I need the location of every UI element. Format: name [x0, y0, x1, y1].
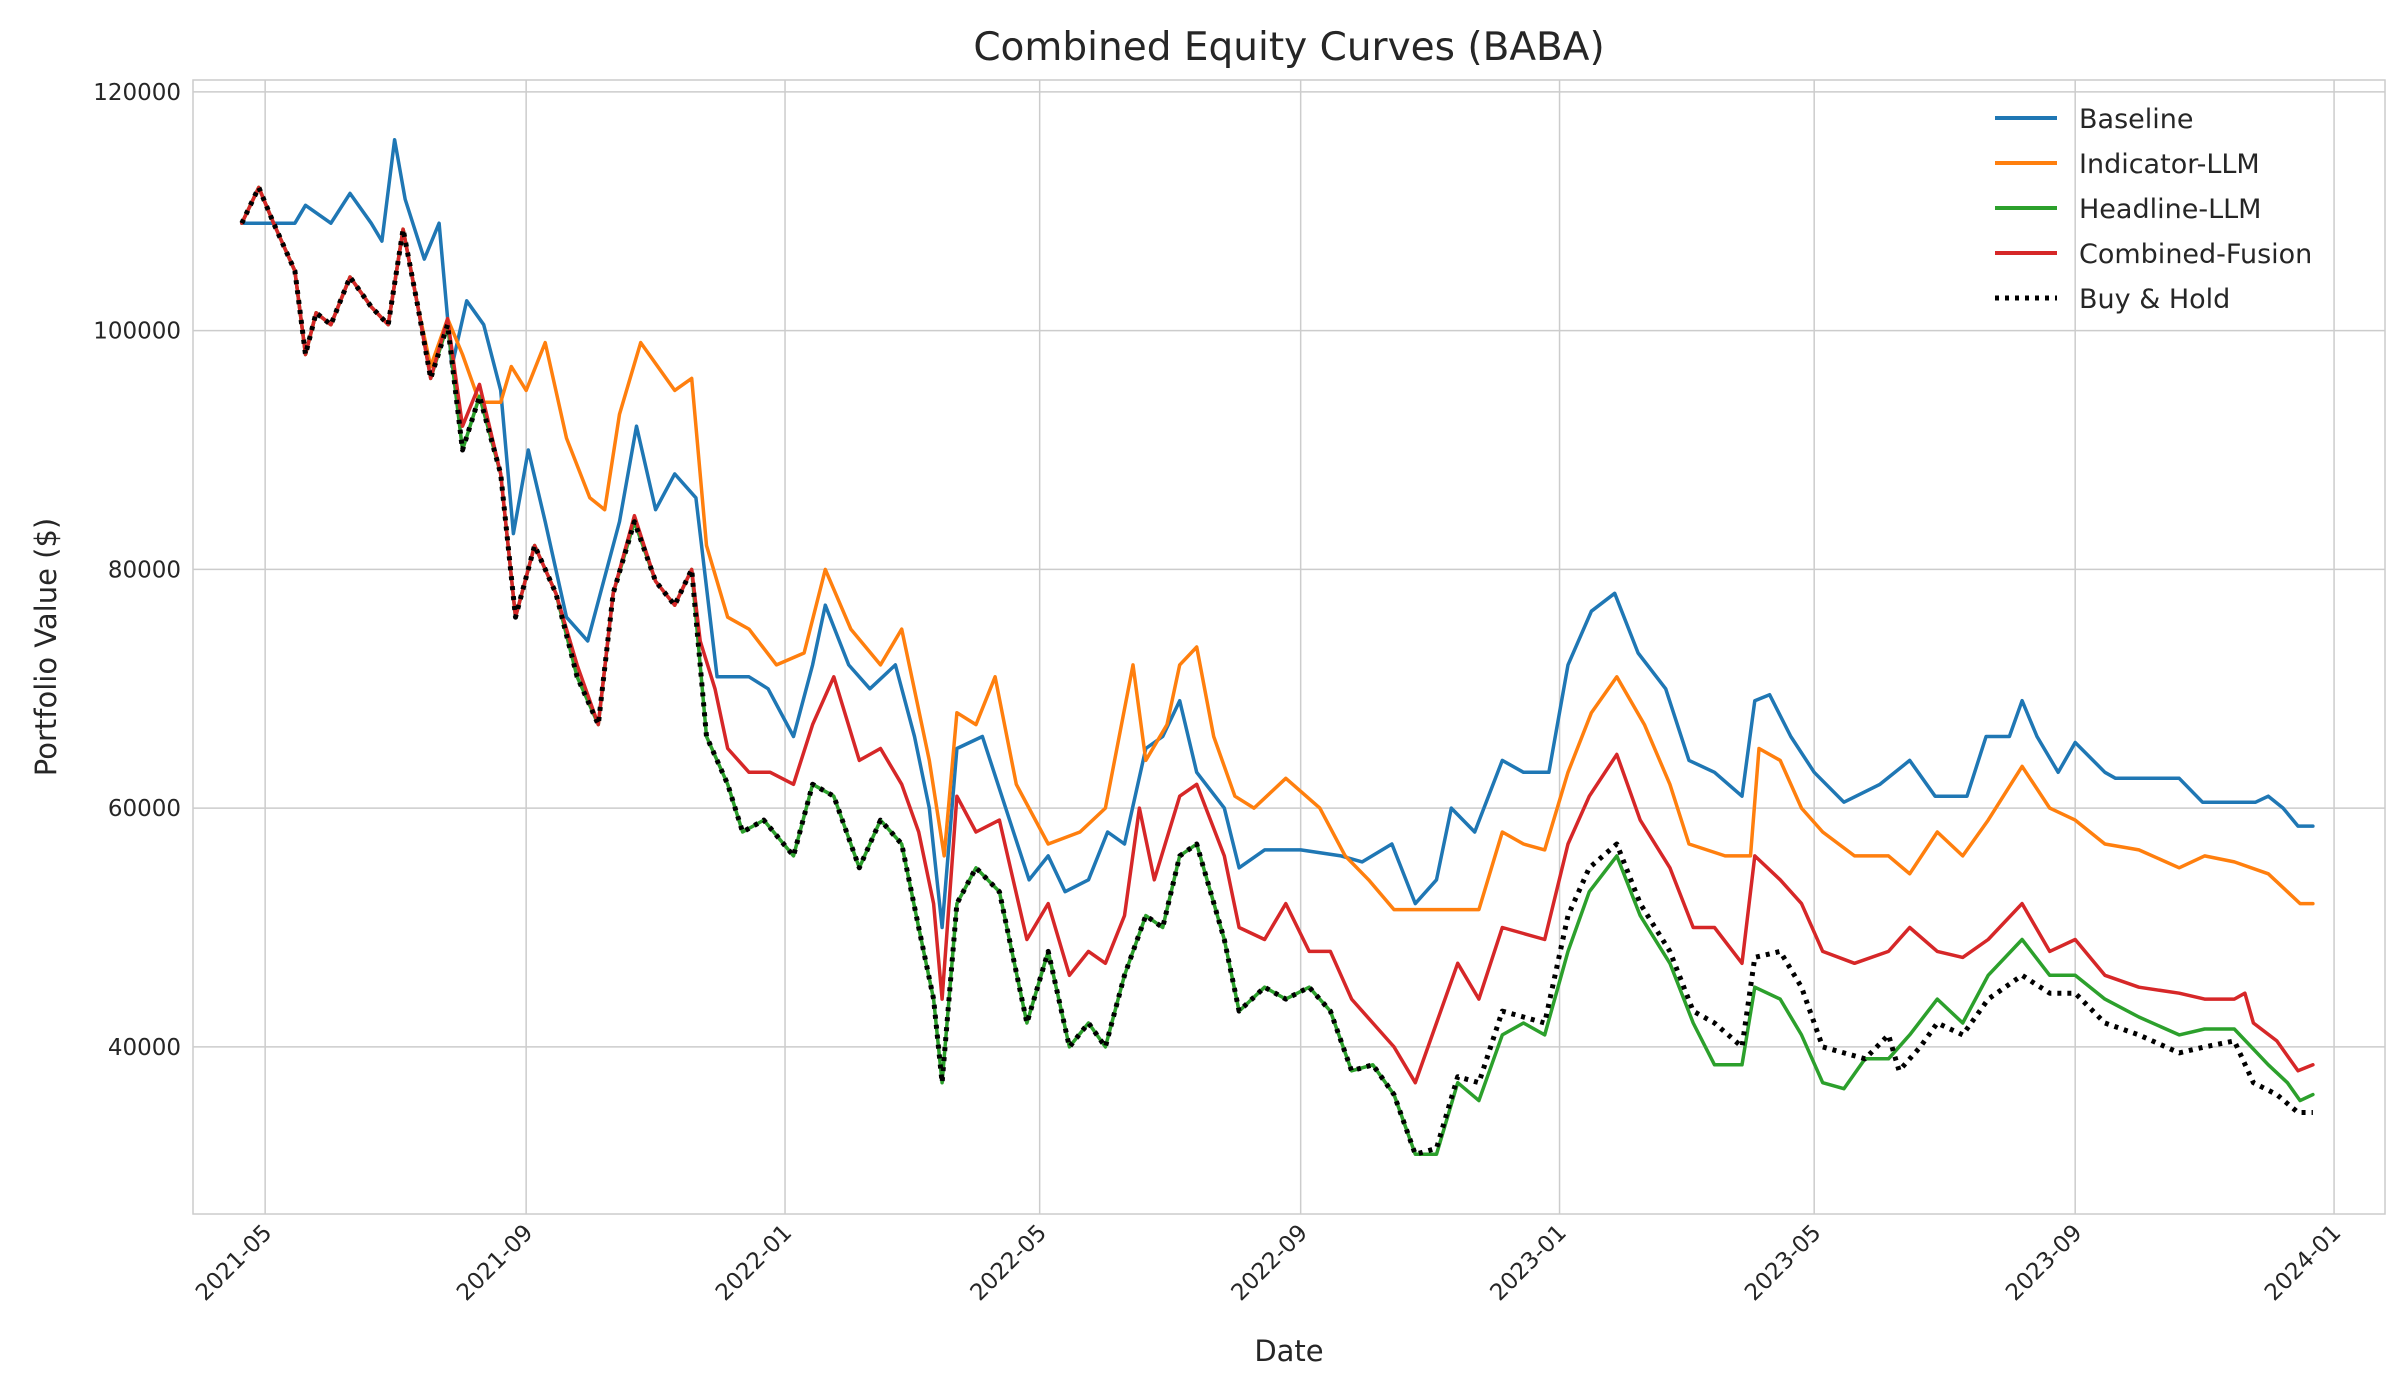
chart-title: Combined Equity Curves (BABA) — [973, 25, 1604, 70]
y-axis-label: Portfolio Value ($) — [29, 518, 63, 776]
y-tick-label: 120000 — [93, 80, 181, 106]
legend-label: Buy & Hold — [2079, 284, 2230, 315]
plot-frame — [192, 79, 2386, 1215]
y-tick-label: 40000 — [108, 1035, 181, 1061]
legend-label: Headline-LLM — [2079, 194, 2261, 225]
legend-label: Indicator-LLM — [2079, 149, 2260, 180]
legend: Baseline Indicator-LLM Headline-LLM Combine… — [1995, 104, 2312, 315]
series-line-baseline — [240, 137, 2315, 930]
legend-label: Baseline — [2079, 104, 2193, 135]
y-tick-label: 60000 — [108, 796, 181, 822]
y-tick-label: 100000 — [93, 319, 181, 345]
grid — [193, 80, 2385, 1214]
plot-area — [193, 80, 2385, 1214]
y-tick-label: 80000 — [108, 557, 181, 583]
series-layer — [239, 137, 2315, 1157]
x-axis-label: Date — [1254, 1334, 1323, 1368]
legend-label: Combined-Fusion — [2079, 239, 2312, 270]
series-line-buy-hold — [239, 184, 2313, 1157]
series-line-indicator-llm — [240, 185, 2315, 912]
